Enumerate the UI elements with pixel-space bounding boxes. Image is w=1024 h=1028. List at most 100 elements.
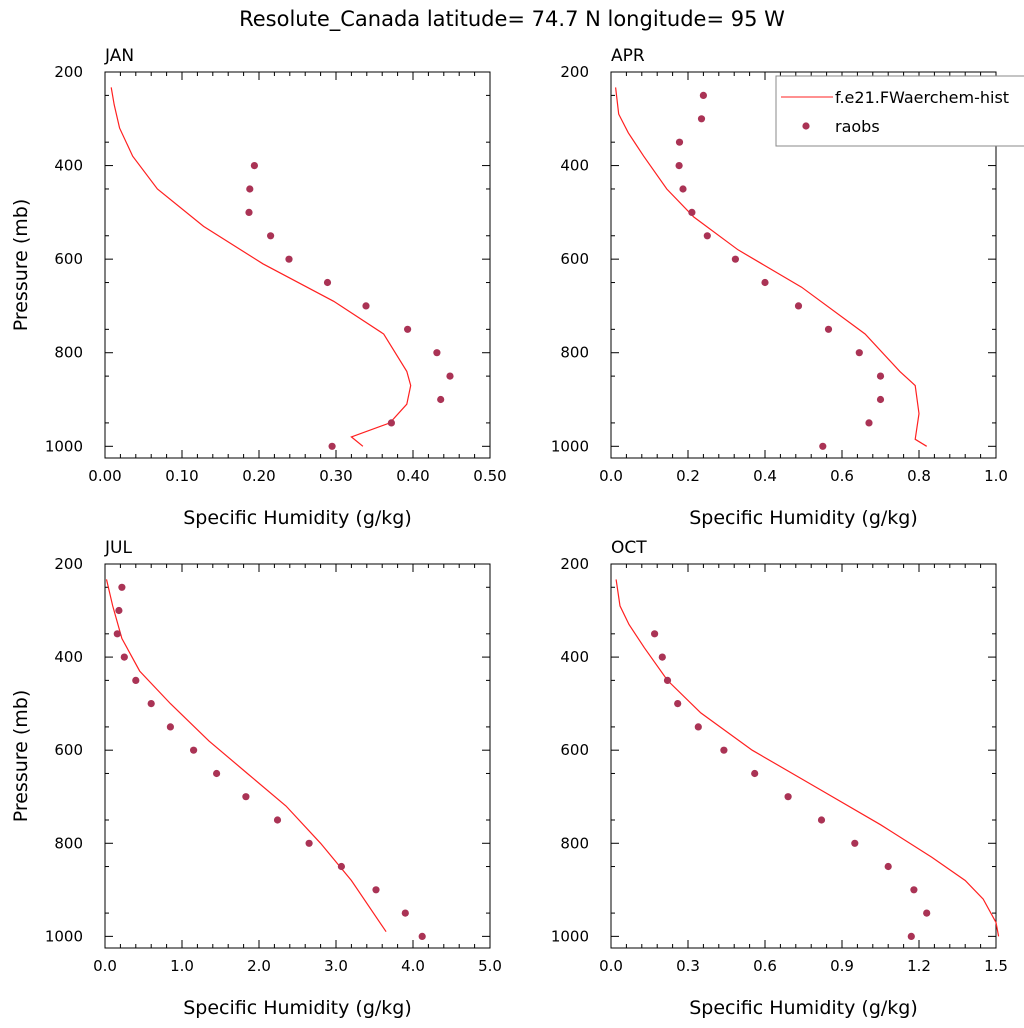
obs-point <box>328 442 336 450</box>
x-axis-label: Specific Humidity (g/kg) <box>689 507 918 529</box>
obs-point <box>190 746 198 754</box>
panel-oct: OCT 0.0 0.3 0.6 0.9 1.2 1.5 200 400 600 800 1000 Spe… <box>551 538 1008 1019</box>
model-series-line <box>105 579 387 933</box>
y-axis-label: Pressure (mb) <box>10 690 32 823</box>
x-tick-label: 0.30 <box>319 467 352 485</box>
figure-title: Resolute_Canada latitude= 74.7 N longitu… <box>239 7 785 32</box>
plot-frame <box>610 563 997 949</box>
obs-point <box>245 208 253 216</box>
obs-point <box>433 349 441 357</box>
obs-point <box>675 162 683 170</box>
x-tick-label: 1.2 <box>907 957 931 975</box>
obs-point <box>372 886 380 894</box>
obs-point <box>273 816 282 824</box>
obs-point <box>679 185 687 193</box>
x-tick-label: 5.0 <box>478 957 502 975</box>
obs-point <box>699 91 708 99</box>
model-series-line <box>615 579 1000 937</box>
plot-frame <box>610 71 997 459</box>
legend-box <box>775 75 1024 147</box>
x-axis-label: Specific Humidity (g/kg) <box>689 997 918 1019</box>
obs-point <box>242 793 250 801</box>
x-tick-label: 3.0 <box>324 957 348 975</box>
obs-point <box>907 932 915 941</box>
obs-point <box>418 932 426 941</box>
obs-point <box>113 630 121 638</box>
panel-title: APR <box>611 46 645 66</box>
obs-point <box>437 395 445 404</box>
y-tick-label: 1000 <box>45 437 83 455</box>
obs-point <box>876 372 885 380</box>
obs-point <box>819 442 827 450</box>
x-tick-label: 2.0 <box>247 957 271 975</box>
y-tick-label: 800 <box>54 834 83 852</box>
y-tick-label: 600 <box>54 741 83 759</box>
obs-point <box>674 700 682 708</box>
y-tick-label: 400 <box>54 648 83 666</box>
legend-obs-marker <box>802 122 810 130</box>
x-tick-label: 0.0 <box>93 957 117 975</box>
y-tick-label: 1000 <box>45 927 83 945</box>
y-tick-label: 200 <box>54 63 83 81</box>
obs-point <box>658 653 666 661</box>
obs-point <box>731 255 740 263</box>
x-tick-label: 0.40 <box>396 467 429 485</box>
y-tick-label: 1000 <box>551 437 589 455</box>
y-tick-label: 400 <box>560 157 589 175</box>
obs-point <box>794 302 803 310</box>
obs-point <box>675 138 684 146</box>
x-axis-label: Specific Humidity (g/kg) <box>183 997 412 1019</box>
panel-title: JUL <box>104 538 132 558</box>
obs-point <box>213 769 221 778</box>
obs-point <box>923 909 931 917</box>
panel-title: JAN <box>104 46 134 66</box>
obs-point <box>120 653 128 661</box>
obs-point <box>387 419 395 427</box>
x-tick-label: 1.5 <box>984 957 1008 975</box>
x-tick-label: 0.8 <box>907 467 931 485</box>
obs-point <box>118 583 126 591</box>
x-tick-label: 0.4 <box>753 467 777 485</box>
obs-point <box>663 676 672 685</box>
obs-point <box>884 862 892 871</box>
x-tick-label: 0.0 <box>599 467 623 485</box>
legend-obs-label: raobs <box>835 117 880 136</box>
obs-point <box>751 769 759 778</box>
obs-point <box>246 185 254 193</box>
y-tick-label: 600 <box>560 250 589 268</box>
obs-point <box>147 700 155 708</box>
model-series-line <box>110 87 412 447</box>
x-tick-label: 0.50 <box>473 467 506 485</box>
obs-point <box>132 676 140 685</box>
obs-point <box>446 372 454 380</box>
x-tick-label: 0.6 <box>753 957 777 975</box>
obs-point <box>824 325 833 333</box>
obs-point <box>865 419 873 427</box>
obs-point <box>250 162 258 170</box>
y-tick-label: 200 <box>54 555 83 573</box>
y-tick-label: 800 <box>54 344 83 362</box>
obs-point <box>651 630 659 638</box>
obs-point <box>362 302 370 310</box>
plot-frame <box>104 71 491 459</box>
obs-point <box>910 886 918 894</box>
obs-point <box>688 208 696 216</box>
x-tick-label: 1.0 <box>170 957 194 975</box>
model-series-line <box>615 87 928 447</box>
obs-point <box>703 232 711 240</box>
plot-frame <box>104 563 491 949</box>
obs-point <box>401 909 409 917</box>
legend-model-label: f.e21.FWaerchem-hist <box>835 88 1009 107</box>
obs-point <box>694 723 702 731</box>
obs-point <box>720 746 728 754</box>
obs-point <box>761 278 769 287</box>
x-tick-label: 0.20 <box>242 467 275 485</box>
obs-point <box>697 115 706 123</box>
x-tick-label: 4.0 <box>401 957 425 975</box>
x-tick-label: 0.00 <box>88 467 121 485</box>
obs-point <box>115 606 123 615</box>
x-tick-label: 0.2 <box>676 467 700 485</box>
y-tick-label: 600 <box>560 741 589 759</box>
obs-point <box>166 723 174 731</box>
